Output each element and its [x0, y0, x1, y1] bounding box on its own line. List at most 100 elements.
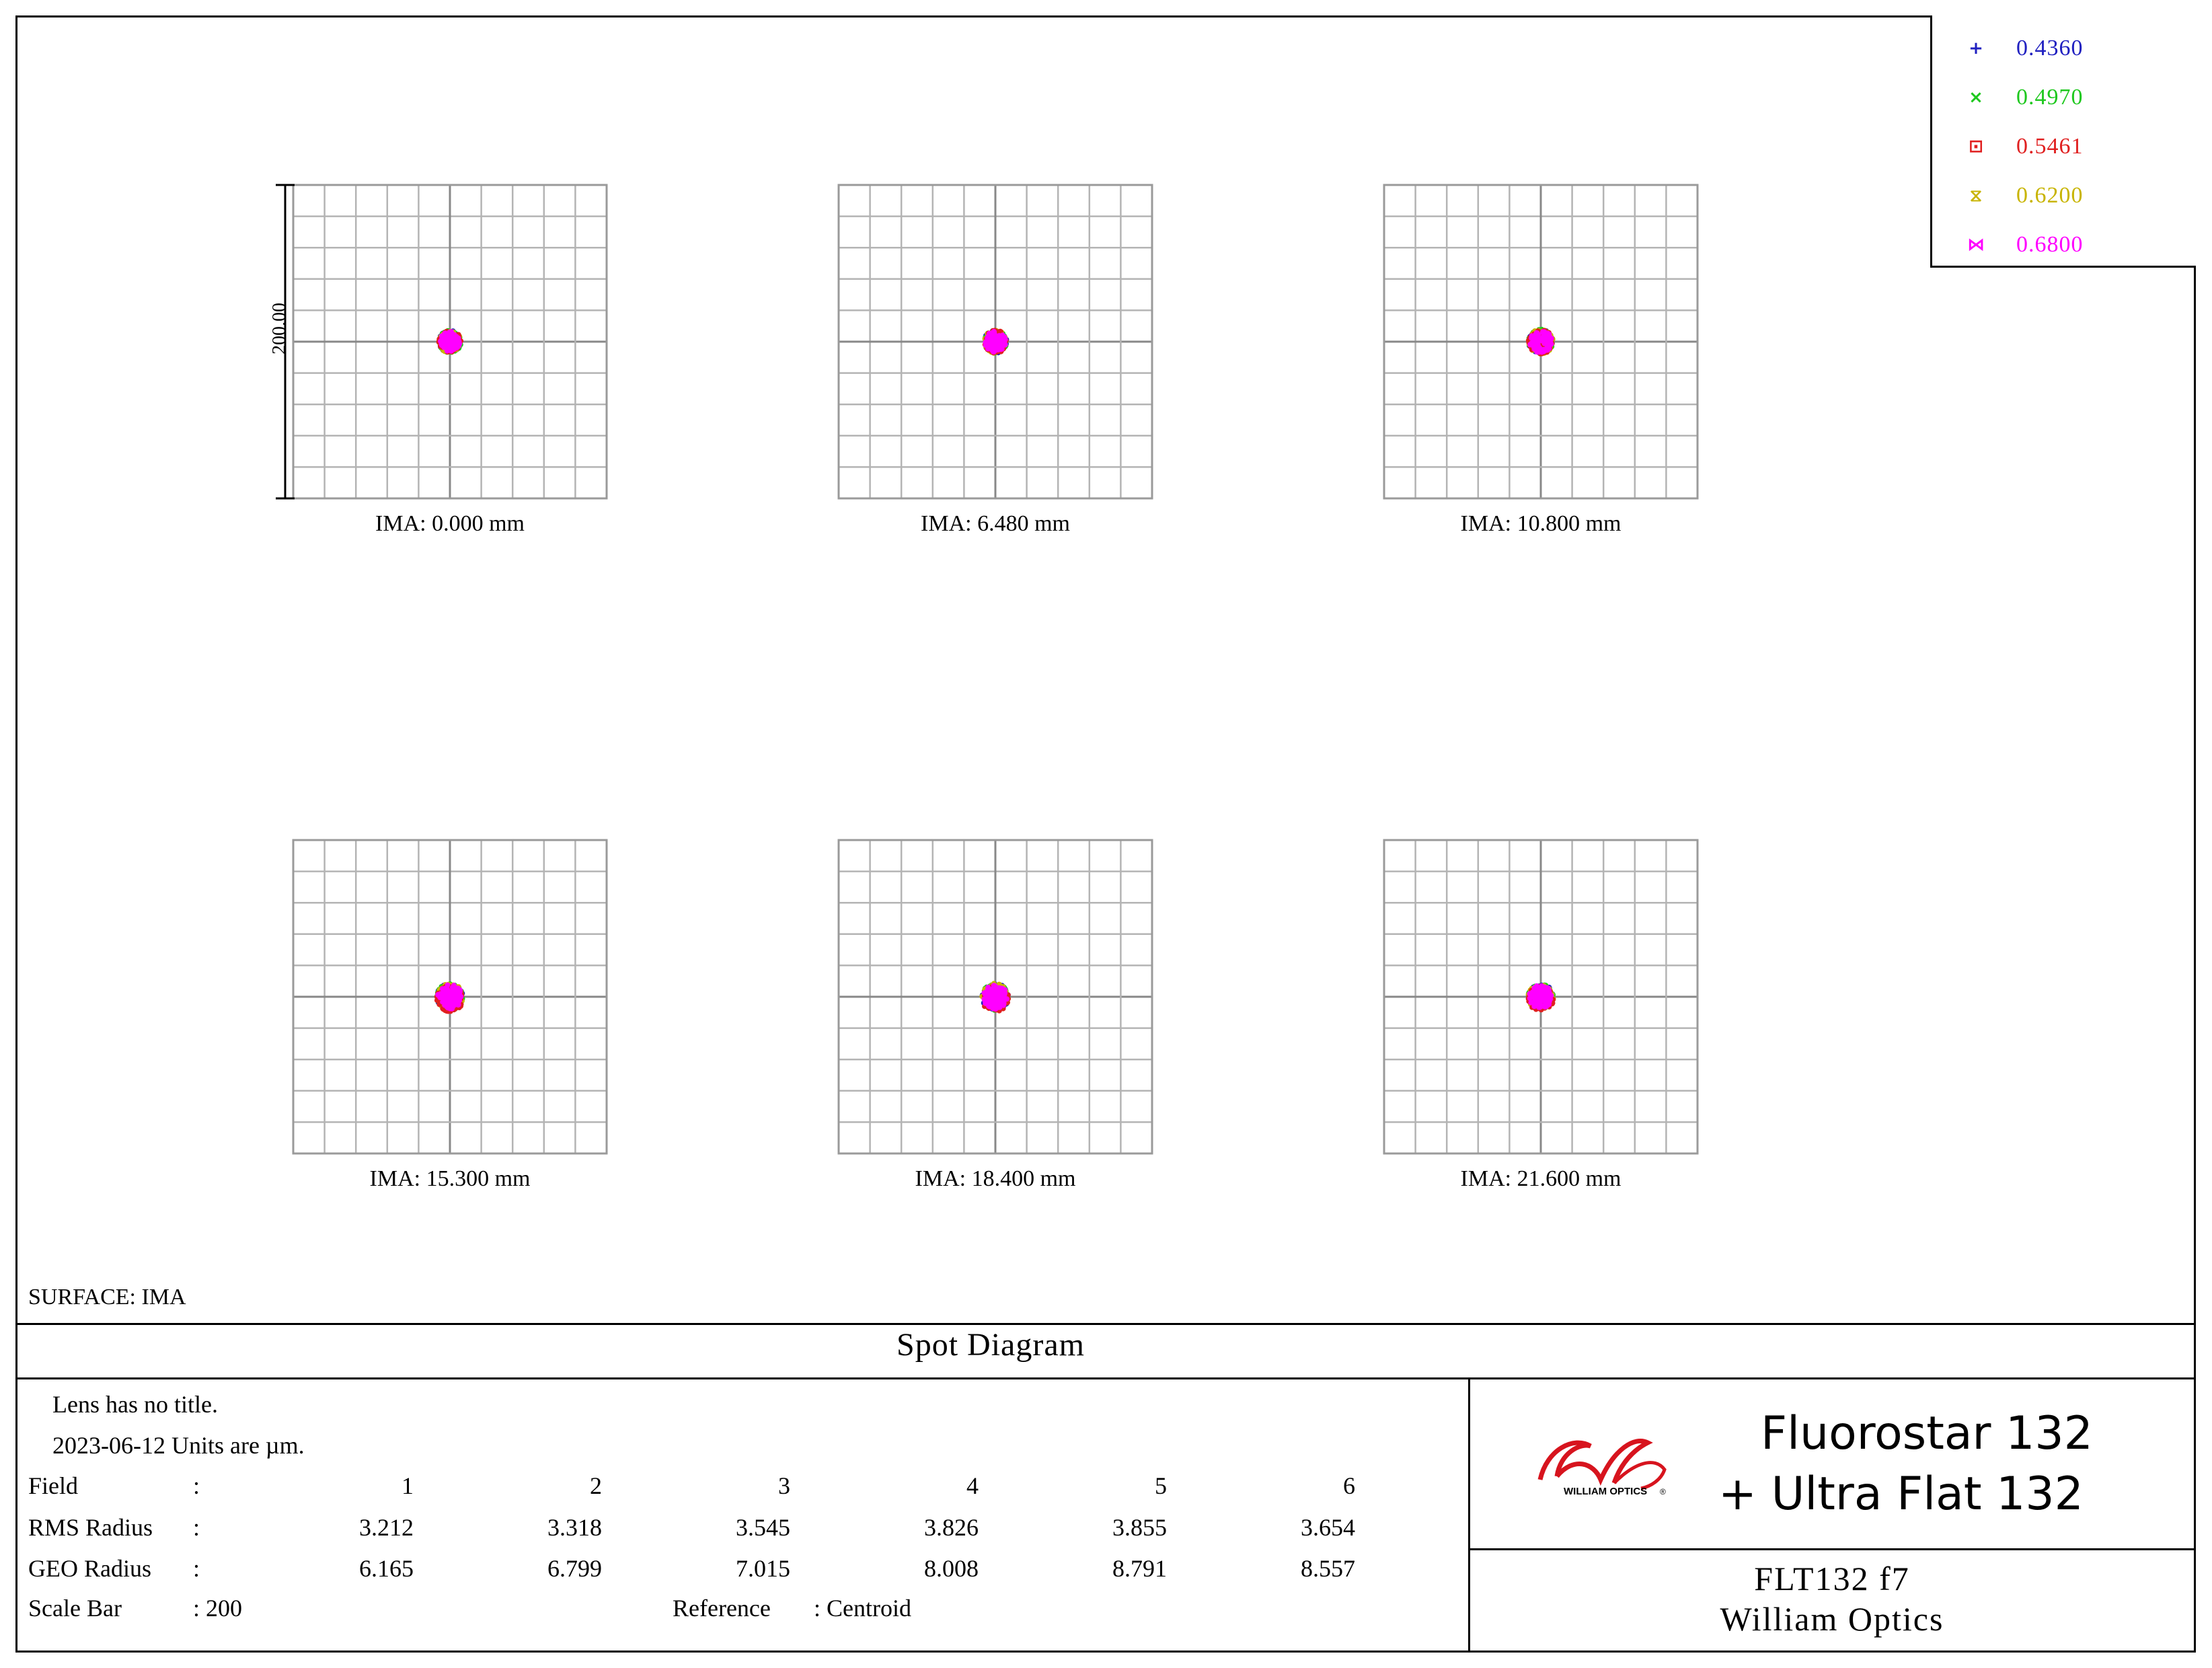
geo-value: 8.791 — [1112, 1555, 1167, 1582]
field-number: 4 — [966, 1472, 979, 1499]
spot-point — [985, 985, 991, 990]
plot-box — [837, 839, 1153, 1155]
spot-point — [1540, 329, 1546, 335]
spot-point — [1533, 1000, 1539, 1006]
spot-point — [1537, 985, 1543, 991]
spot-point — [1537, 1004, 1543, 1010]
brand-line-2: + Ultra Flat 132 — [1718, 1468, 2084, 1521]
spot-point — [1532, 995, 1538, 1001]
spot-point — [1527, 991, 1533, 997]
spot-point — [455, 343, 461, 349]
rms-value: 3.654 — [1301, 1514, 1355, 1541]
model-name: FLT132 f7 — [1754, 1560, 1910, 1597]
plot-box — [837, 184, 1153, 500]
geo-value: 7.015 — [736, 1555, 790, 1582]
rms-value: 3.212 — [359, 1514, 414, 1541]
plus-marker-icon: + — [1969, 38, 1983, 59]
field-number: 5 — [1155, 1472, 1167, 1499]
bowtie-marker-icon: ⋈ — [1967, 235, 1985, 255]
legend-item: ⋈ 0.6800 — [1932, 232, 2198, 272]
field-label-3: IMA: 10.800 mm — [1460, 511, 1622, 536]
logo-swoosh — [1613, 1461, 1667, 1490]
spot-point — [439, 986, 445, 992]
field-label-2: IMA: 6.480 mm — [921, 511, 1070, 536]
field-label-1: IMA: 0.000 mm — [375, 511, 525, 536]
geo-value: 8.008 — [924, 1555, 979, 1582]
cross-marker-icon: × — [1969, 87, 1983, 108]
divider — [15, 1377, 2196, 1379]
rms-value: 3.545 — [736, 1514, 790, 1541]
spot-point — [453, 993, 459, 999]
plot-box — [292, 184, 608, 500]
legend-item: ⊡ 0.5461 — [1932, 134, 2198, 174]
legend-value: 0.4970 — [2016, 85, 2084, 110]
surface-label: SURFACE: IMA — [28, 1285, 186, 1310]
divider — [1468, 1548, 2196, 1550]
wavelength-legend: + 0.4360 × 0.4970 ⊡ 0.5461 ⧖ 0.6200 ⋈ 0.… — [1930, 15, 2196, 268]
spot-point — [447, 989, 453, 995]
date-units: 2023-06-12 Units are µm. — [52, 1432, 305, 1459]
diagram-title: Spot Diagram — [897, 1327, 1085, 1363]
field-number: 6 — [1343, 1472, 1355, 1499]
spot-point — [1529, 333, 1535, 339]
spot-point — [438, 993, 445, 999]
spot-point — [998, 997, 1004, 1003]
spot-point — [1001, 991, 1007, 997]
rms-row-label: RMS Radius — [28, 1514, 153, 1541]
spot-point — [992, 334, 998, 340]
plot-box — [1383, 184, 1699, 500]
william-optics-logo: WILLIAM OPTICS ® — [1537, 1439, 1667, 1497]
spot-point — [1541, 334, 1547, 340]
spot-point — [1548, 341, 1554, 347]
spot-point — [1538, 994, 1544, 1000]
spot-point — [983, 992, 989, 998]
rms-value: 3.826 — [924, 1514, 979, 1541]
spot-point — [993, 1003, 999, 1009]
legend-value: 0.6800 — [2016, 232, 2084, 257]
field-number: 1 — [402, 1472, 414, 1499]
spot-point — [992, 989, 998, 995]
geo-value: 6.799 — [547, 1555, 602, 1582]
hourglass-marker-icon: ⧖ — [1969, 186, 1983, 206]
spot-point — [451, 984, 457, 990]
logo-swoosh — [1555, 1439, 1653, 1486]
spot-point — [456, 338, 462, 344]
spot-point — [1533, 335, 1539, 341]
spot-point — [1533, 991, 1539, 997]
spot-point — [982, 998, 988, 1004]
plot-box — [292, 839, 608, 1155]
spot-point — [1543, 998, 1549, 1004]
divider — [15, 1323, 2196, 1325]
spot-point — [999, 987, 1005, 993]
logo-swoosh — [1537, 1440, 1592, 1480]
spot-point — [989, 348, 995, 353]
spot-point — [1535, 345, 1541, 351]
geo-value: 8.557 — [1301, 1555, 1355, 1582]
scale-bar-label: 200.00 — [269, 303, 290, 354]
colon: : — [193, 1514, 200, 1541]
spot-point — [985, 334, 991, 340]
spot-point — [987, 340, 993, 346]
spot-point — [1536, 349, 1541, 355]
rms-value: 3.318 — [547, 1514, 602, 1541]
company-name: William Optics — [1720, 1600, 1944, 1638]
spot-point — [455, 1001, 461, 1008]
spot-point — [1004, 996, 1009, 1002]
legend-item: ⧖ 0.6200 — [1932, 183, 2198, 223]
spot-point — [1546, 346, 1552, 352]
field-number: 3 — [778, 1472, 790, 1499]
reference-value: : Centroid — [814, 1595, 911, 1622]
field-label-6: IMA: 21.600 mm — [1460, 1166, 1622, 1191]
spot-point — [447, 1003, 453, 1009]
legend-value: 0.4360 — [2016, 36, 2084, 61]
square-marker-icon: ⊡ — [1969, 137, 1983, 157]
scale-value: : 200 — [193, 1595, 243, 1622]
spot-point — [992, 996, 998, 1002]
spot-point — [1543, 1002, 1549, 1008]
spot-point — [457, 989, 463, 995]
spot-point — [996, 333, 1002, 339]
scale-row-label: Scale Bar — [28, 1595, 122, 1622]
divider — [1468, 1377, 1470, 1653]
legend-value: 0.5461 — [2016, 134, 2084, 159]
